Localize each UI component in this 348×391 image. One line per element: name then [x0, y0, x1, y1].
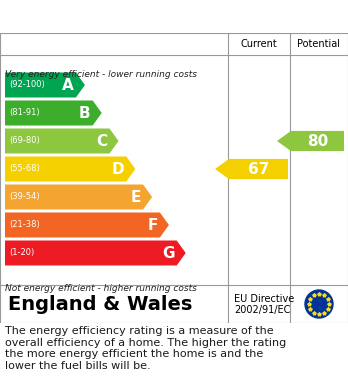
Text: The energy efficiency rating is a measure of the
overall efficiency of a home. T: The energy efficiency rating is a measur… — [5, 326, 286, 371]
Text: D: D — [112, 161, 124, 176]
Text: F: F — [148, 217, 158, 233]
Text: Energy Efficiency Rating: Energy Efficiency Rating — [8, 9, 229, 24]
Text: Potential: Potential — [298, 39, 340, 49]
Text: E: E — [131, 190, 141, 204]
Text: (21-38): (21-38) — [9, 221, 40, 230]
Text: 67: 67 — [248, 161, 269, 176]
Text: A: A — [62, 77, 74, 93]
Text: (92-100): (92-100) — [9, 81, 45, 90]
Polygon shape — [277, 131, 344, 151]
Text: (1-20): (1-20) — [9, 249, 34, 258]
Polygon shape — [5, 156, 135, 181]
Text: England & Wales: England & Wales — [8, 294, 192, 314]
Text: C: C — [96, 133, 108, 149]
Polygon shape — [5, 100, 102, 126]
Text: Current: Current — [240, 39, 277, 49]
Polygon shape — [215, 159, 288, 179]
Polygon shape — [5, 129, 119, 154]
Text: 2002/91/EC: 2002/91/EC — [234, 305, 290, 315]
Text: Very energy efficient - lower running costs: Very energy efficient - lower running co… — [5, 70, 197, 79]
Polygon shape — [5, 240, 186, 265]
Text: G: G — [162, 246, 175, 260]
Text: (81-91): (81-91) — [9, 108, 40, 118]
Polygon shape — [5, 212, 169, 237]
Polygon shape — [5, 72, 85, 97]
Text: EU Directive: EU Directive — [234, 294, 294, 304]
Text: (55-68): (55-68) — [9, 165, 40, 174]
Circle shape — [305, 290, 333, 318]
Text: (69-80): (69-80) — [9, 136, 40, 145]
Polygon shape — [5, 185, 152, 210]
Text: B: B — [79, 106, 91, 120]
Text: (39-54): (39-54) — [9, 192, 40, 201]
Text: 80: 80 — [307, 133, 328, 149]
Text: Not energy efficient - higher running costs: Not energy efficient - higher running co… — [5, 284, 197, 293]
